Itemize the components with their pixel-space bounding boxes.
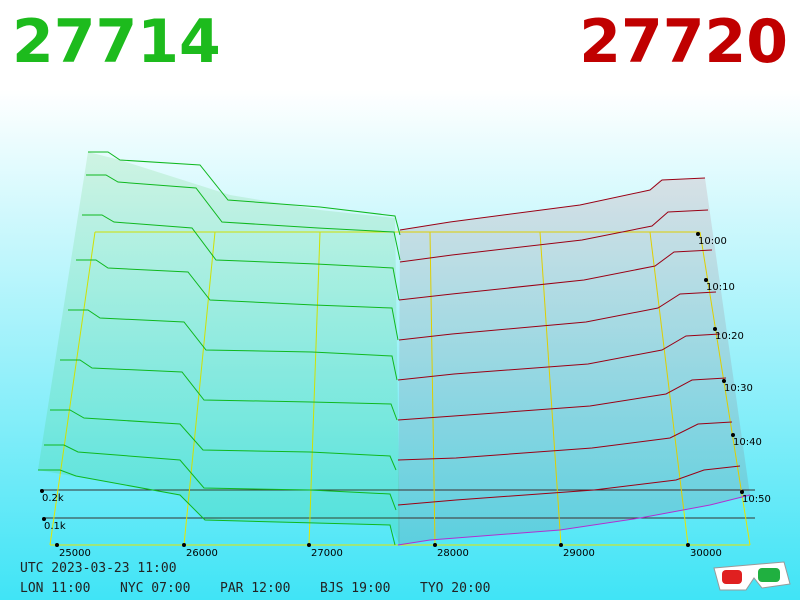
time-tick-label: 10:10 xyxy=(706,282,735,293)
price-tick-mark xyxy=(182,543,186,547)
time-tick-mark xyxy=(740,490,744,494)
price-tick-label: 27000 xyxy=(311,548,343,559)
time-zone: LON 11:00 xyxy=(20,581,90,596)
time-zones: LON 11:00 NYC 07:00 PAR 12:00 BJS 19:00 TYO … xyxy=(20,581,490,596)
price-axis: 25000 26000 27000 28000 29000 30000 xyxy=(55,543,722,559)
time-tick-label: 10:40 xyxy=(733,437,762,448)
price-tick-label: 28000 xyxy=(437,548,469,559)
3d-glasses-button[interactable] xyxy=(713,561,791,591)
ask-depth-surface xyxy=(397,177,751,546)
depth-tick-mark xyxy=(42,517,46,521)
depth-tick-mark xyxy=(40,489,44,493)
time-zone: NYC 07:00 xyxy=(120,581,190,596)
depth-tick-label: 0.2k xyxy=(42,493,64,504)
time-tick-mark xyxy=(731,433,735,437)
ask-price: 27720 xyxy=(579,7,788,77)
price-tick-mark xyxy=(307,543,311,547)
time-tick-mark xyxy=(722,379,726,383)
utc-time: UTC 2023-03-23 11:00 xyxy=(20,561,177,576)
price-tick-label: 29000 xyxy=(563,548,595,559)
time-tick-mark xyxy=(704,278,708,282)
time-tick-label: 10:30 xyxy=(724,383,753,394)
price-tick-mark xyxy=(559,543,563,547)
time-tick-mark xyxy=(696,232,700,236)
time-zone: PAR 12:00 xyxy=(220,581,290,596)
time-tick-mark xyxy=(713,327,717,331)
time-zone: TYO 20:00 xyxy=(420,581,490,596)
price-tick-mark xyxy=(433,543,437,547)
time-zone: BJS 19:00 xyxy=(320,581,390,596)
bid-price: 27714 xyxy=(12,7,221,77)
price-tick-mark xyxy=(55,543,59,547)
time-tick-label: 10:20 xyxy=(715,331,744,342)
time-axis: 10:00 10:10 10:20 10:30 10:40 10:50 xyxy=(696,232,771,505)
time-tick-label: 10:50 xyxy=(742,494,771,505)
bid-depth-surface xyxy=(38,151,401,546)
depth-tick-label: 0.1k xyxy=(44,521,66,532)
depth-axis: 0.2k 0.1k xyxy=(40,489,66,532)
price-tick-label: 30000 xyxy=(690,548,722,559)
time-tick-label: 10:00 xyxy=(698,236,727,247)
price-tick-label: 26000 xyxy=(186,548,218,559)
price-tick-label: 25000 xyxy=(59,548,91,559)
price-tick-mark xyxy=(686,543,690,547)
